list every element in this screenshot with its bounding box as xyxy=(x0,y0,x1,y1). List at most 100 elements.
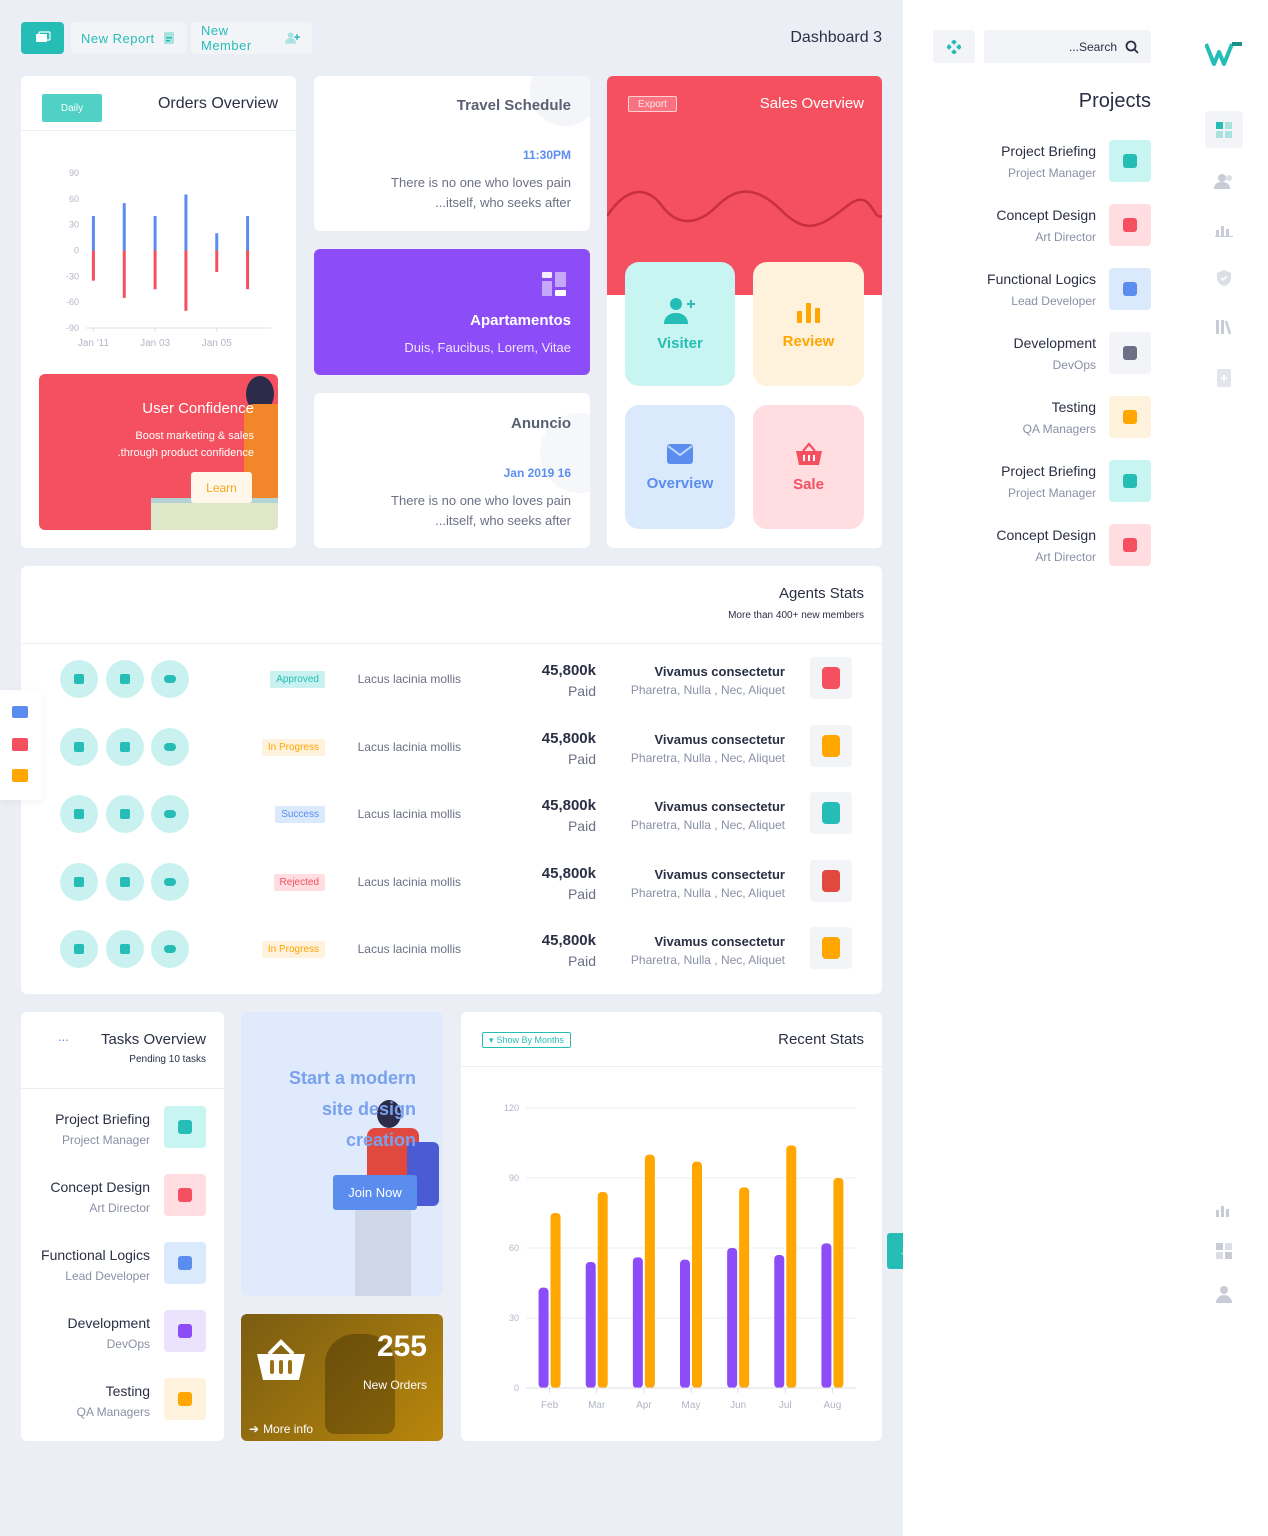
tasks-title: Tasks Overview xyxy=(100,1031,206,1048)
new-orders-card[interactable]: 255 New Orders ➔ More info xyxy=(241,1314,443,1441)
edit-icon[interactable] xyxy=(106,862,144,901)
camera-icon[interactable] xyxy=(12,706,28,718)
task-subtitle: Art Director xyxy=(89,1201,150,1215)
more-options-icon[interactable]: ... xyxy=(58,1029,69,1044)
edit-icon[interactable] xyxy=(106,930,144,968)
users-icon[interactable] xyxy=(1213,170,1235,192)
list-item[interactable]: Testing QA Managers xyxy=(21,1378,224,1428)
project-item[interactable]: Testing QA Managers xyxy=(903,396,1163,440)
project-title: Concept Design xyxy=(996,527,1096,543)
show-by-months-dropdown[interactable]: ▾ Show By Months xyxy=(482,1032,572,1048)
orders-count: 255 xyxy=(376,1330,427,1363)
anuncio-date: Jan 2019 16 xyxy=(503,466,571,480)
divider xyxy=(461,1066,882,1067)
toggle-icon[interactable] xyxy=(151,930,189,968)
table-row: Success Lacus lacinia mollis 45,800k Pai… xyxy=(21,791,882,851)
bar xyxy=(597,1192,608,1388)
agent-avatar-icon xyxy=(810,724,852,767)
review-tile[interactable]: Review xyxy=(753,262,864,386)
list-item[interactable]: Project Briefing Project Manager xyxy=(21,1106,224,1156)
sale-tile[interactable]: Sale xyxy=(753,405,864,529)
list-item[interactable]: Concept Design Art Director xyxy=(21,1174,224,1224)
project-item[interactable]: Functional Logics Lead Developer xyxy=(903,268,1163,312)
status-badge: In Progress xyxy=(261,738,325,756)
join-now-button[interactable]: Join Now xyxy=(333,1175,417,1210)
divider xyxy=(21,643,882,644)
basket-icon xyxy=(795,441,822,465)
daily-tab[interactable]: Daily xyxy=(42,94,102,122)
toggle-icon[interactable] xyxy=(151,862,189,901)
review-label: Review xyxy=(782,332,835,350)
apartamentos-card[interactable]: Apartamentos Duis, Faucibus, Lorem, Vita… xyxy=(314,249,590,375)
delete-icon[interactable] xyxy=(60,862,98,901)
x-tick-label: Apr xyxy=(636,1400,652,1411)
tools-icon xyxy=(1109,332,1151,374)
edit-icon[interactable] xyxy=(106,727,144,766)
new-member-button[interactable]: New Member xyxy=(191,22,312,54)
delete-icon[interactable] xyxy=(60,930,98,968)
settings-button[interactable] xyxy=(933,30,975,63)
stats-icon-bottom[interactable] xyxy=(1213,1199,1235,1221)
agent-avatar-icon xyxy=(810,657,852,699)
menu-toggle-button[interactable] xyxy=(21,22,64,54)
add-file-icon[interactable] xyxy=(1213,367,1235,389)
x-tick-label: Feb xyxy=(541,1400,559,1411)
status-badge: Success xyxy=(275,806,325,823)
edit-icon[interactable] xyxy=(106,795,144,833)
delete-icon[interactable] xyxy=(60,795,98,833)
bar-negative xyxy=(153,250,157,290)
travel-time: 11:30PM xyxy=(522,148,571,162)
divider xyxy=(21,1088,224,1089)
grid-icon-bottom[interactable] xyxy=(1213,1240,1235,1262)
list-item[interactable]: Development DevOps xyxy=(21,1310,224,1360)
agent-description: Lacus lacinia mollis xyxy=(357,874,461,889)
chat-icon xyxy=(164,1242,206,1284)
task-title: Project Briefing xyxy=(55,1111,150,1127)
user-icon-bottom[interactable] xyxy=(1213,1283,1235,1305)
rail-dashboard[interactable] xyxy=(1205,111,1243,148)
toggle-icon[interactable] xyxy=(151,795,189,833)
shield-icon[interactable] xyxy=(1213,267,1235,289)
add-user-icon xyxy=(664,297,695,324)
status-badge: Rejected xyxy=(273,873,325,891)
task-title: Concept Design xyxy=(50,1179,150,1195)
export-button[interactable]: Export xyxy=(628,96,677,112)
new-member-label: New Member xyxy=(201,23,252,53)
list-item[interactable]: Functional Logics Lead Developer xyxy=(21,1242,224,1292)
project-item[interactable]: Concept Design Art Director xyxy=(903,204,1163,248)
toggle-icon[interactable] xyxy=(151,660,189,698)
agent-avatar-icon xyxy=(810,859,852,902)
overview-tile[interactable]: Overview xyxy=(625,405,735,529)
agent-paid: Paid xyxy=(567,750,596,767)
stats-icon[interactable] xyxy=(1213,219,1235,241)
agent-description: Lacus lacinia mollis xyxy=(357,672,461,686)
agent-description: Lacus lacinia mollis xyxy=(357,739,461,754)
layers-icon[interactable] xyxy=(12,769,28,782)
y-tick-label: -30 xyxy=(66,271,79,281)
visiter-tile[interactable]: Visiter xyxy=(625,262,735,386)
project-item[interactable]: Concept Design Art Director xyxy=(903,524,1163,568)
edit-icon[interactable] xyxy=(106,660,144,698)
project-subtitle: Art Director xyxy=(1035,550,1096,564)
divider xyxy=(21,130,296,131)
image-icon[interactable] xyxy=(12,738,28,751)
books-illustration xyxy=(151,498,278,530)
agent-amount: 45,800k xyxy=(541,797,596,814)
project-item[interactable]: Project Briefing Project Manager xyxy=(903,460,1163,504)
project-item[interactable]: Project Briefing Project Manager xyxy=(903,140,1163,184)
agent-name: Vivamus consectetur xyxy=(654,934,785,949)
agent-tags: Pharetra, Nulla , Nec, Aliquet xyxy=(630,683,785,697)
project-item[interactable]: Development DevOps xyxy=(903,332,1163,376)
bar xyxy=(644,1154,655,1388)
new-report-button[interactable]: New Report xyxy=(71,22,187,54)
toggle-icon[interactable] xyxy=(151,727,189,766)
delete-icon[interactable] xyxy=(60,727,98,766)
learn-button[interactable]: Learn xyxy=(191,472,252,503)
orders-label: New Orders xyxy=(362,1378,427,1392)
task-subtitle: Lead Developer xyxy=(65,1269,150,1283)
delete-icon[interactable] xyxy=(60,660,98,698)
search-box[interactable]: ...Search xyxy=(984,30,1151,63)
library-icon[interactable] xyxy=(1213,316,1235,338)
library-icon xyxy=(1109,460,1151,502)
more-info-link[interactable]: ➔ More info xyxy=(249,1422,313,1436)
